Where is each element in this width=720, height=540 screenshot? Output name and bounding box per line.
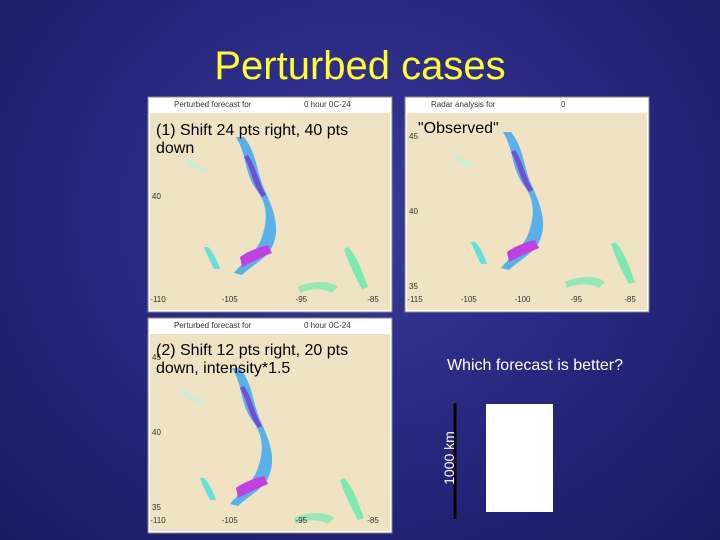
map: Perturbed forecast for 0 hour 0C-24 45 40 35…	[147, 317, 393, 534]
map-x-tick-label: -105	[461, 295, 478, 304]
legend-box	[486, 404, 553, 512]
map-y-tick-label: 35	[409, 282, 418, 291]
map-caption: (1) Shift 24 pts right, 40 pts down	[156, 122, 349, 157]
map-x-tick-label: -105	[222, 295, 239, 304]
map-header: 0 hour 0C-24	[304, 321, 351, 330]
map-y-tick-label: 45	[409, 132, 418, 141]
map-x-tick-label: -105	[222, 516, 239, 525]
map-x-tick-label: -100	[514, 295, 531, 304]
map-y-tick-label: 40	[409, 207, 418, 216]
map-x-tick-label: -110	[150, 295, 166, 304]
map-x-tick-label: -115	[407, 295, 423, 304]
map-x-tick-label: -95	[296, 295, 308, 304]
scale-label: 1000 km	[441, 431, 457, 485]
slide-title: Perturbed cases	[214, 44, 506, 88]
map-x-tick-label: -85	[367, 295, 379, 304]
map-y-tick-label: 35	[152, 503, 161, 512]
map-header: Perturbed forecast for	[174, 321, 252, 330]
map-x-tick-label: -85	[624, 295, 636, 304]
map-header: 0 hour 0C-24	[304, 100, 351, 109]
map-caption: (2) Shift 12 pts right, 20 pts down, int…	[156, 342, 349, 377]
map-y-tick-label: 45	[152, 353, 161, 362]
map-header: 0	[561, 100, 566, 109]
map-y-tick-label: 40	[152, 192, 161, 201]
map-header: Radar analysis for	[431, 100, 496, 109]
question: Which forecast is better?	[446, 357, 624, 374]
map-caption: "Observed"	[418, 120, 499, 137]
map-x-tick-label: -110	[150, 516, 166, 525]
map-y-tick-label: 40	[152, 428, 161, 437]
map-header: Perturbed forecast for	[174, 100, 252, 109]
map: Radar analysis for 0 45 40 35 -115 -105 -100 -95…	[404, 96, 650, 313]
map-x-tick-label: -95	[570, 295, 582, 304]
map-x-tick-label: -95	[296, 516, 308, 525]
map-area	[407, 113, 647, 310]
map-x-tick-label: -85	[367, 516, 379, 525]
